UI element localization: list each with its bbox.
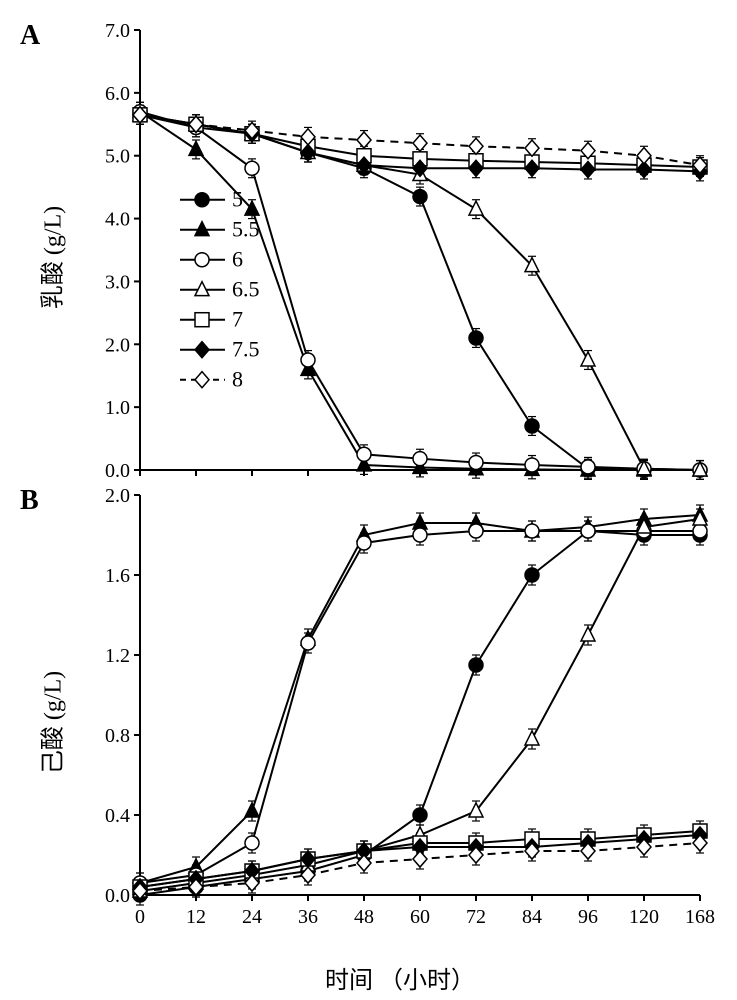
chart-panel-b: 0.0 0.4 0.8 1.2 1.6 2.0 0 12 24 36 48 60 72 84 96 120 16… — [80, 485, 720, 945]
chart-panel-a: 0.0 1.0 2.0 3.0 4.0 5.0 6.0 7.0 5 5.5 6 6.5 7 7.5 8 — [80, 20, 720, 480]
svg-text:60: 60 — [410, 906, 430, 928]
panel-b-label: B — [20, 485, 39, 517]
panel-a-label: A — [20, 20, 40, 52]
svg-text:7.5: 7.5 — [232, 337, 260, 362]
svg-text:1.2: 1.2 — [105, 645, 130, 667]
svg-text:12: 12 — [186, 906, 206, 928]
svg-text:36: 36 — [298, 906, 318, 928]
svg-text:4.0: 4.0 — [105, 209, 130, 231]
svg-text:8: 8 — [232, 367, 243, 392]
svg-text:0.4: 0.4 — [105, 805, 130, 827]
svg-text:96: 96 — [578, 906, 598, 928]
y-axis-label-a: 乳酸 (g/L) — [33, 198, 68, 318]
svg-text:5.0: 5.0 — [105, 146, 130, 168]
svg-text:1.0: 1.0 — [105, 397, 130, 419]
svg-text:1.6: 1.6 — [105, 565, 130, 587]
svg-text:0.8: 0.8 — [105, 725, 130, 747]
svg-text:0.0: 0.0 — [105, 460, 130, 480]
svg-text:0: 0 — [135, 906, 145, 928]
svg-text:6.0: 6.0 — [105, 83, 130, 105]
svg-text:84: 84 — [522, 906, 542, 928]
svg-text:5: 5 — [232, 187, 243, 212]
svg-text:48: 48 — [354, 906, 374, 928]
svg-text:0.0: 0.0 — [105, 885, 130, 907]
svg-text:2.0: 2.0 — [105, 334, 130, 356]
svg-text:120: 120 — [629, 906, 659, 928]
svg-text:72: 72 — [466, 906, 486, 928]
svg-text:6.5: 6.5 — [232, 277, 260, 302]
svg-text:7: 7 — [232, 307, 243, 332]
svg-text:2.0: 2.0 — [105, 485, 130, 507]
svg-text:3.0: 3.0 — [105, 271, 130, 293]
y-axis-label-b: 己酸 (g/L) — [33, 663, 68, 783]
x-axis-label: 时间 （小时） — [80, 960, 720, 995]
svg-text:168: 168 — [685, 906, 715, 928]
svg-text:5.5: 5.5 — [232, 217, 260, 242]
svg-text:7.0: 7.0 — [105, 20, 130, 42]
svg-text:24: 24 — [242, 906, 262, 928]
svg-text:6: 6 — [232, 247, 243, 272]
